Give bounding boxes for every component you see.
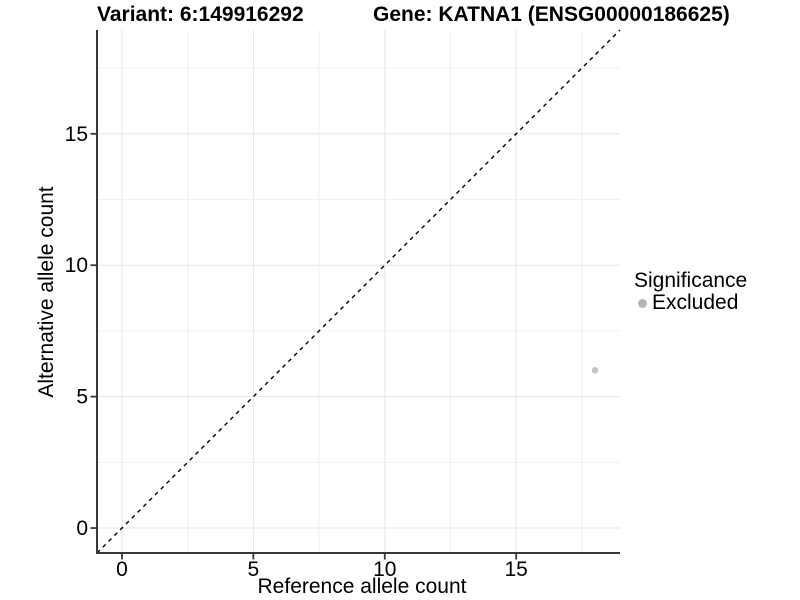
y-tick-label: 5 [76,386,88,409]
y-tick-label: 15 [65,123,88,146]
legend-title: Significance [634,269,748,292]
x-tick-label: 5 [248,558,260,581]
data-point [591,367,599,374]
y-tick-label: 0 [76,517,88,540]
identity-line [96,29,621,554]
legend-item-excluded: Excluded [634,292,747,314]
x-tick-label: 10 [373,558,396,581]
x-tick-label: 15 [505,558,528,581]
variant-title: Variant: 6:149916292 [97,3,304,26]
excluded-point-icon [638,298,647,308]
legend-item-label: Excluded [652,291,739,314]
x-tick-label: 0 [116,558,128,581]
y-axis-title: Alternative allele count [35,186,58,398]
legend: Significance Excluded [634,270,747,314]
gene-title: Gene: KATNA1 (ENSG00000186625) [373,3,730,26]
y-tick-label: 10 [65,254,88,277]
x-axis-title: Reference allele count [257,575,467,598]
